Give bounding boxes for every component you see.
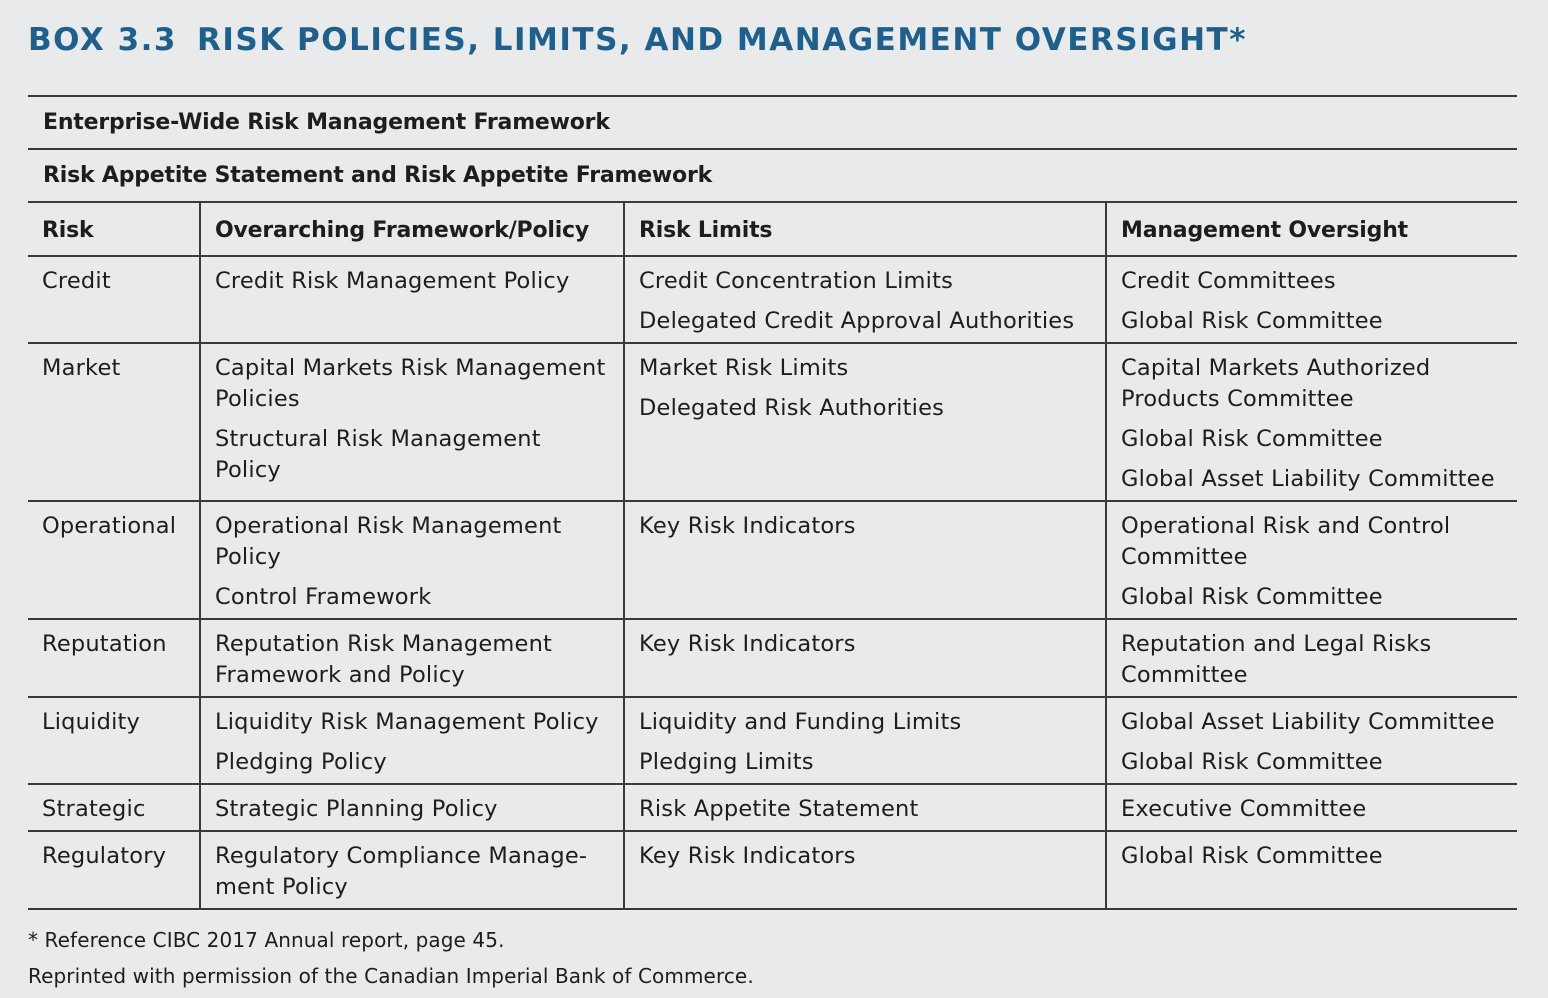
oversight-item: Global Risk Committee	[1121, 584, 1383, 610]
risk-cell: Regulatory	[28, 831, 200, 910]
policy-cell: Capital Markets Risk Management Policies…	[199, 343, 624, 502]
risk-table-frame: Enterprise-Wide Risk Management Framewor…	[28, 95, 1517, 910]
limits-item: Key Risk Indicators	[639, 513, 856, 539]
policy-cell: Strategic Planning Policy	[199, 784, 624, 832]
policy-item: Credit Risk Management Policy	[215, 268, 570, 294]
risk-cell: Credit	[28, 256, 200, 344]
table-row: Strategic Strategic Planning Policy Risk A…	[28, 784, 1517, 832]
oversight-cell: Global Risk Committee	[1105, 831, 1517, 910]
limits-cell: Liquidity and Funding Limits Pledging Lim…	[623, 697, 1106, 785]
oversight-item: Global Asset Liability Committee	[1121, 709, 1495, 735]
framework-header: Enterprise-Wide Risk Management Framewor…	[28, 97, 1517, 150]
policy-item: Pledging Policy	[215, 749, 387, 775]
limits-cell: Credit Concentration Limits Delegated Cre…	[623, 256, 1106, 344]
footnote-reference: * Reference CIBC 2017 Annual report, pag…	[28, 928, 505, 952]
risk-table: Risk Overarching Framework/Policy Risk L…	[28, 203, 1517, 910]
limits-item: Key Risk Indicators	[639, 631, 856, 657]
policy-item: Operational Risk Management Policy	[215, 513, 562, 570]
risk-cell: Reputation	[28, 619, 200, 698]
oversight-item: Executive Committee	[1121, 796, 1367, 822]
oversight-item: Credit Committees	[1121, 268, 1336, 294]
policy-item: Liquidity Risk Management Policy	[215, 709, 599, 735]
policy-item: Capital Markets Risk Management Policies	[215, 355, 606, 412]
column-header-policy: Overarching Framework/Policy	[199, 203, 624, 257]
column-header-limits: Risk Limits	[623, 203, 1106, 257]
policy-item: Control Framework	[215, 584, 432, 610]
oversight-cell: Executive Committee	[1105, 784, 1517, 832]
oversight-cell: Capital Markets Authorized Products Comm…	[1105, 343, 1517, 502]
table-row: Regulatory Regulatory Compliance Manage-m…	[28, 831, 1517, 910]
limits-cell: Key Risk Indicators	[623, 619, 1106, 698]
policy-item: Reputation Risk Management Framework and…	[215, 631, 553, 688]
limits-item: Pledging Limits	[639, 749, 814, 775]
oversight-cell: Operational Risk and Control Committee Gl…	[1105, 501, 1517, 620]
box-title: BOX 3.3 RISK POLICIES, LIMITS, AND MANAGE…	[28, 22, 1247, 58]
risk-cell: Strategic	[28, 784, 200, 832]
oversight-item: Global Risk Committee	[1121, 308, 1383, 334]
oversight-cell: Global Asset Liability Committee Global R…	[1105, 697, 1517, 785]
limits-item: Delegated Credit Approval Authorities	[639, 308, 1075, 334]
footnotes: * Reference CIBC 2017 Annual report, pag…	[28, 922, 754, 994]
limits-item: Delegated Risk Authorities	[639, 395, 945, 421]
oversight-cell: Reputation and Legal Risks Committee	[1105, 619, 1517, 698]
column-header-risk: Risk	[28, 203, 200, 257]
policy-item: Strategic Planning Policy	[215, 796, 498, 822]
box-heading: RISK POLICIES, LIMITS, AND MANAGEMENT OV…	[197, 22, 1247, 58]
table-header-row: Risk Overarching Framework/Policy Risk L…	[28, 203, 1517, 257]
limits-cell: Key Risk Indicators	[623, 831, 1106, 910]
policy-cell: Operational Risk Management Policy Contro…	[199, 501, 624, 620]
policy-cell: Reputation Risk Management Framework and…	[199, 619, 624, 698]
oversight-item: Operational Risk and Control Committee	[1121, 513, 1451, 570]
table-row: Liquidity Liquidity Risk Management Polic…	[28, 697, 1517, 785]
oversight-item: Capital Markets Authorized Products Comm…	[1121, 355, 1431, 412]
limits-cell: Key Risk Indicators	[623, 501, 1106, 620]
limits-item: Key Risk Indicators	[639, 843, 856, 869]
risk-cell: Operational	[28, 501, 200, 620]
policy-cell: Regulatory Compliance Manage-ment Policy	[199, 831, 624, 910]
limits-item: Market Risk Limits	[639, 355, 849, 381]
oversight-item: Reputation and Legal Risks Committee	[1121, 631, 1432, 688]
oversight-item: Global Risk Committee	[1121, 426, 1383, 452]
limits-item: Risk Appetite Statement	[639, 796, 919, 822]
oversight-cell: Credit Committees Global Risk Committee	[1105, 256, 1517, 344]
limits-cell: Risk Appetite Statement	[623, 784, 1106, 832]
box-number: BOX 3.3	[28, 22, 177, 58]
table-row: Market Capital Markets Risk Management Po…	[28, 343, 1517, 502]
limits-item: Credit Concentration Limits	[639, 268, 954, 294]
table-row: Operational Operational Risk Management P…	[28, 501, 1517, 620]
column-header-oversight: Management Oversight	[1105, 203, 1517, 257]
policy-cell: Liquidity Risk Management Policy Pledging…	[199, 697, 624, 785]
table-row: Reputation Reputation Risk Management Fra…	[28, 619, 1517, 698]
table-body: Credit Credit Risk Management Policy Credi…	[28, 256, 1517, 910]
footnote-permission: Reprinted with permission of the Canadia…	[28, 964, 754, 988]
limits-item: Liquidity and Funding Limits	[639, 709, 962, 735]
table-row: Credit Credit Risk Management Policy Credi…	[28, 256, 1517, 344]
policy-item: Regulatory Compliance Manage-ment Policy	[215, 843, 588, 900]
appetite-header: Risk Appetite Statement and Risk Appetit…	[28, 150, 1517, 203]
oversight-item: Global Risk Committee	[1121, 843, 1383, 869]
oversight-item: Global Asset Liability Committee	[1121, 466, 1495, 492]
risk-cell: Market	[28, 343, 200, 502]
risk-cell: Liquidity	[28, 697, 200, 785]
oversight-item: Global Risk Committee	[1121, 749, 1383, 775]
limits-cell: Market Risk Limits Delegated Risk Authori…	[623, 343, 1106, 502]
policy-item: Structural Risk Management Policy	[215, 426, 541, 483]
policy-cell: Credit Risk Management Policy	[199, 256, 624, 344]
